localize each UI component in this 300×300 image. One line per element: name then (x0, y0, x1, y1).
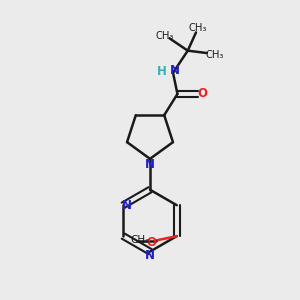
Text: N: N (145, 249, 155, 262)
Text: N: N (169, 64, 179, 77)
Text: O: O (146, 236, 156, 248)
Text: CH₃: CH₃ (131, 235, 150, 245)
Text: CH₃: CH₃ (188, 23, 207, 33)
Text: O: O (197, 88, 208, 100)
Text: N: N (122, 199, 132, 212)
Text: CH₃: CH₃ (155, 31, 173, 41)
Text: CH₃: CH₃ (206, 50, 224, 59)
Text: N: N (145, 158, 155, 171)
Text: H: H (157, 65, 167, 78)
